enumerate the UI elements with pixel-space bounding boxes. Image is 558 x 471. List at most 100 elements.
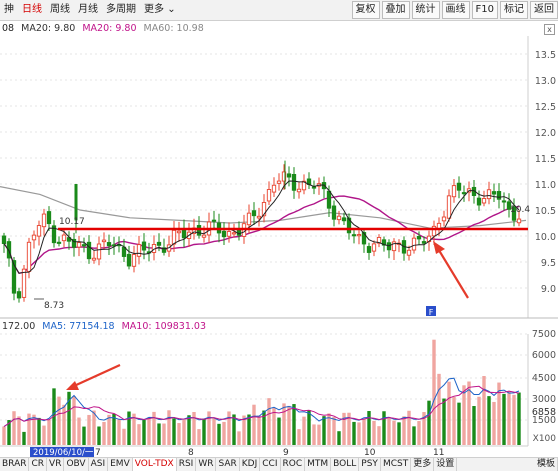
tab-template[interactable]: 模板 <box>535 458 558 471</box>
tab-sar[interactable]: SAR <box>216 458 240 471</box>
volume-bar <box>372 420 376 445</box>
volume-tick-7500: 7500 <box>532 329 556 340</box>
volume-bar <box>302 416 306 445</box>
price-tick-13.5: 13.5 <box>535 50 556 61</box>
tab-monthly[interactable]: 月线 <box>78 4 98 15</box>
volume-bar <box>217 423 221 445</box>
tab-multi-period[interactable]: 多周期 <box>106 4 136 15</box>
tab-roc[interactable]: ROC <box>281 458 306 471</box>
tab-more[interactable]: 更多 <box>411 458 435 471</box>
marker-button[interactable]: 标记 <box>500 1 528 19</box>
volume-bar <box>462 385 466 445</box>
price-tick-12.0: 12.0 <box>535 128 556 139</box>
volume-bar <box>202 418 206 445</box>
cursor-date-box <box>30 447 94 457</box>
volume-bar <box>292 404 296 445</box>
volume-bar <box>247 414 251 445</box>
volume-bar <box>192 411 196 445</box>
tab-cci[interactable]: CCI <box>260 458 281 471</box>
tab-asi[interactable]: ASI <box>89 458 109 471</box>
volume-bar <box>232 414 236 445</box>
tab-settings[interactable]: 设置 <box>434 458 458 471</box>
volume-tick-4500: 4500 <box>532 373 556 384</box>
volume-bar <box>287 405 291 445</box>
candle-body <box>496 191 502 200</box>
volume-bar <box>517 392 521 445</box>
volume-bar <box>282 403 286 445</box>
draw-line-button[interactable]: 画线 <box>441 1 470 19</box>
volume-bars <box>2 339 521 445</box>
volume-bar <box>402 416 406 445</box>
price-tick-11.0: 11.0 <box>535 180 556 191</box>
tab-weekly[interactable]: 周线 <box>50 4 70 15</box>
volume-bar <box>37 417 41 445</box>
candle-body <box>161 247 167 253</box>
candle-body <box>376 236 382 244</box>
legend-ma60: MA60: 10.98 <box>143 23 204 34</box>
more-label: 更多 <box>144 4 164 15</box>
chevron-down-icon: ⌄ <box>167 4 176 15</box>
f10-event-label: F <box>429 308 434 317</box>
toolbar-item-prefix[interactable]: 抻 <box>4 4 14 15</box>
volume-bar <box>152 411 156 445</box>
candle-body <box>86 241 92 260</box>
candle-body <box>266 189 272 202</box>
volume-bar <box>97 426 101 445</box>
adjust-button[interactable]: 复权 <box>351 1 380 19</box>
candle-body <box>501 200 507 203</box>
tab-psy[interactable]: PSY <box>359 458 381 471</box>
candle-body <box>176 230 182 234</box>
month-label-9: 9 <box>283 448 289 458</box>
tab-mcst[interactable]: MCST <box>381 458 412 471</box>
volume-bar <box>397 422 401 445</box>
f10-button[interactable]: F10 <box>471 1 498 19</box>
volume-bar <box>347 412 351 445</box>
candle-body <box>281 171 287 182</box>
candle-body <box>356 234 362 237</box>
tab-boll[interactable]: BOLL <box>331 458 360 471</box>
volume-bar <box>82 426 86 445</box>
candle-body <box>361 232 367 245</box>
close-icon[interactable]: x <box>544 24 555 35</box>
legend-ma20: MA20: 9.80 <box>82 23 137 34</box>
annotation-arrow-price <box>433 241 469 299</box>
candle-body <box>451 185 457 198</box>
more-menu[interactable]: 更多 ⌄ <box>140 0 180 20</box>
volume-bar <box>52 388 56 445</box>
candle-body <box>371 243 377 252</box>
volume-bar <box>437 373 441 445</box>
candle-body <box>136 244 142 257</box>
volume-bar <box>212 418 216 445</box>
volume-bar <box>307 410 311 445</box>
volume-bar <box>442 398 446 445</box>
price-tick-12.5: 12.5 <box>535 102 556 113</box>
f10-event-marker[interactable] <box>426 306 436 316</box>
tab-mtm[interactable]: MTM <box>305 458 332 471</box>
tab-cr[interactable]: CR <box>29 458 48 471</box>
volume-bar <box>242 415 246 445</box>
tab-brar[interactable]: BRAR <box>0 458 30 471</box>
candle-body <box>91 257 97 261</box>
statistics-button[interactable]: 统计 <box>411 1 440 19</box>
candle-body <box>131 254 137 267</box>
candle-body <box>221 230 227 238</box>
volume-unit: X100 <box>533 434 557 444</box>
tab-wr[interactable]: WR <box>196 458 217 471</box>
candle-body <box>421 241 427 244</box>
tab-rsi[interactable]: RSI <box>177 458 197 471</box>
overlay-button[interactable]: 叠加 <box>381 1 410 19</box>
volume-bar <box>472 406 476 445</box>
volume-bar <box>2 426 6 445</box>
tab-emv[interactable]: EMV <box>108 458 133 471</box>
tab-obv[interactable]: OBV <box>64 458 89 471</box>
tab-kdj[interactable]: KDJ <box>240 458 261 471</box>
volume-bar <box>22 431 26 445</box>
volume-bar <box>272 407 276 445</box>
volume-bar <box>512 394 516 445</box>
tab-daily[interactable]: 日线 <box>22 4 42 15</box>
volume-bar <box>352 421 356 445</box>
price-axis: 13.5 13.0 12.5 12.0 11.5 11.0 10.5 10.0 … <box>535 50 556 295</box>
tab-vol-tdx[interactable]: VOL-TDX <box>132 458 177 471</box>
tab-vr[interactable]: VR <box>47 458 65 471</box>
